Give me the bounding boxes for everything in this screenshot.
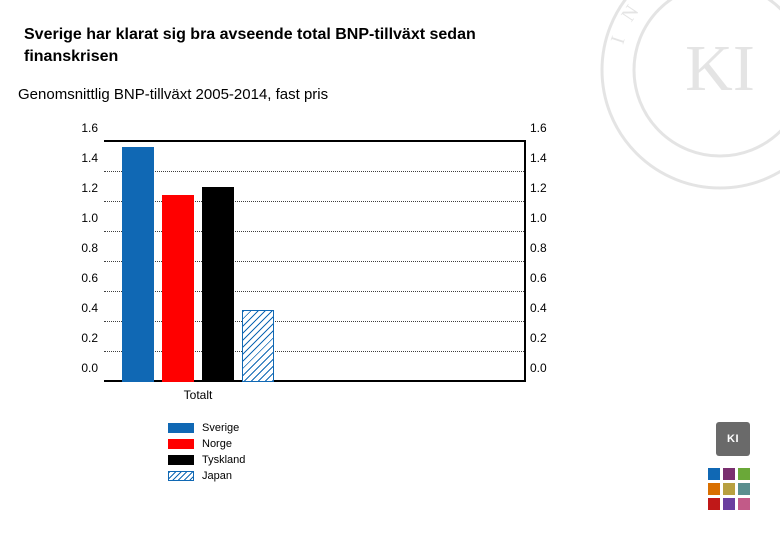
bar-japan <box>242 310 274 382</box>
brand-color-swatch <box>723 468 735 480</box>
ytick-right: 1.4 <box>524 151 547 165</box>
ytick-left: 1.0 <box>81 211 104 225</box>
ytick-left: 0.2 <box>81 331 104 345</box>
ytick-left: 0.4 <box>81 301 104 315</box>
brand-color-swatch <box>723 498 735 510</box>
ytick-right: 0.8 <box>524 241 547 255</box>
legend-label: Norge <box>202 438 232 450</box>
brand-color-swatch <box>738 498 750 510</box>
ytick-right: 0.0 <box>524 361 547 375</box>
ytick-left: 1.6 <box>81 121 104 135</box>
seal-initials: KI <box>685 32 755 105</box>
ytick-left: 0.8 <box>81 241 104 255</box>
legend-item: Norge <box>168 436 245 452</box>
ytick-left: 1.4 <box>81 151 104 165</box>
legend-item: Japan <box>168 468 245 484</box>
legend-label: Sverige <box>202 422 239 434</box>
plot-area: 0.00.00.20.20.40.40.60.60.80.81.01.01.21… <box>104 140 526 382</box>
legend-label: Tyskland <box>202 454 245 466</box>
slide-title: Sverige har klarat sig bra avseende tota… <box>24 24 504 67</box>
x-category-label: Totalt <box>184 388 213 402</box>
ytick-left: 0.0 <box>81 361 104 375</box>
bar-sverige <box>122 147 154 383</box>
chart: 0.0 0.0 0.2 0.2 0.4 0.4 0.6 0.6 0.8 0.8 1.0 1.0 1.2 1… <box>64 130 564 490</box>
brand-color-swatch <box>708 468 720 480</box>
legend: Sverige Norge Tyskland Japan <box>168 420 245 484</box>
brand-color-swatch <box>708 483 720 495</box>
ytick-left: 1.2 <box>81 181 104 195</box>
legend-swatch <box>168 455 194 465</box>
bar-tyskland <box>202 187 234 382</box>
ytick-right: 1.0 <box>524 211 547 225</box>
grid-line <box>104 171 524 172</box>
slide-subtitle: Genomsnittlig BNP-tillväxt 2005-2014, fa… <box>18 86 328 103</box>
bar-norge <box>162 195 194 383</box>
legend-item: Tyskland <box>168 452 245 468</box>
brand-color-grid <box>708 468 750 510</box>
ytick-left: 0.6 <box>81 271 104 285</box>
legend-label: Japan <box>202 470 232 482</box>
ytick-right: 0.2 <box>524 331 547 345</box>
ytick-right: 1.2 <box>524 181 547 195</box>
brand-color-swatch <box>738 483 750 495</box>
ki-badge: KI <box>716 422 750 456</box>
legend-item: Sverige <box>168 420 245 436</box>
brand-color-swatch <box>738 468 750 480</box>
ytick-right: 0.4 <box>524 301 547 315</box>
legend-swatch <box>168 439 194 449</box>
ytick-right: 1.6 <box>524 121 547 135</box>
ki-badge-text: KI <box>727 433 739 445</box>
ytick-right: 0.6 <box>524 271 547 285</box>
slide: Sverige har klarat sig bra avseende tota… <box>0 0 780 540</box>
legend-swatch <box>168 423 194 433</box>
legend-swatch <box>168 471 194 481</box>
watermark-seal: KI I N S T I T U T E T <box>590 0 780 200</box>
brand-color-swatch <box>723 483 735 495</box>
brand-color-swatch <box>708 498 720 510</box>
